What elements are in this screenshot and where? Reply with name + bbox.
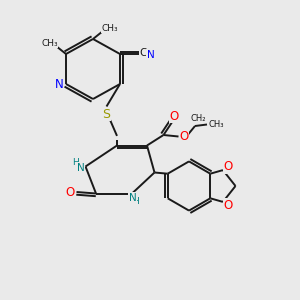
Text: CH₃: CH₃: [41, 39, 58, 48]
Text: O: O: [65, 185, 74, 199]
Text: H: H: [132, 197, 139, 206]
Text: O: O: [169, 110, 178, 123]
Text: O: O: [224, 199, 233, 212]
Text: H: H: [73, 158, 79, 167]
Text: N: N: [77, 163, 85, 173]
Text: CH₃: CH₃: [209, 120, 224, 129]
Text: O: O: [224, 160, 233, 173]
Text: C: C: [140, 48, 147, 59]
Text: N: N: [129, 193, 136, 203]
Text: S: S: [103, 107, 110, 121]
Text: N: N: [55, 77, 64, 91]
Text: N: N: [147, 50, 154, 60]
Text: CH₃: CH₃: [101, 24, 118, 33]
Text: CH₂: CH₂: [190, 114, 206, 123]
Text: O: O: [179, 130, 188, 143]
